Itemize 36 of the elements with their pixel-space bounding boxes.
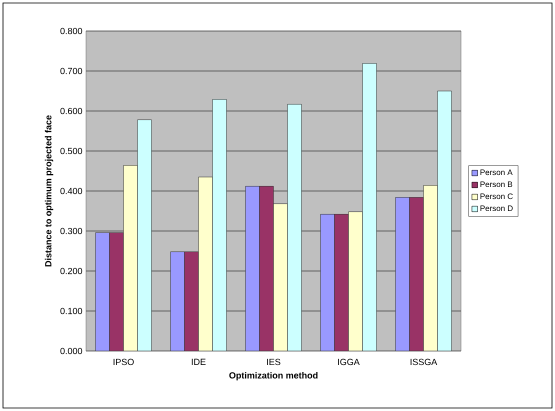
x-tick-label: IGGA (338, 358, 360, 366)
y-tick-label: 0.600 (60, 108, 82, 114)
bar (245, 186, 260, 351)
bar (259, 186, 274, 351)
y-tick-label: 0.800 (60, 28, 82, 34)
bar (334, 214, 349, 351)
y-tick-label: 0.100 (60, 308, 82, 314)
bar (348, 212, 363, 351)
y-tick-label: 0.200 (60, 268, 82, 274)
bar (212, 99, 227, 351)
bar (273, 204, 288, 351)
bar (198, 176, 213, 351)
y-tick-label: 0.500 (60, 148, 82, 154)
bar (362, 63, 377, 351)
bar (287, 104, 302, 351)
bar (170, 252, 185, 351)
bar (409, 197, 424, 351)
bar (395, 197, 410, 351)
x-tick-label: IPSO (114, 358, 134, 366)
bar (437, 90, 452, 351)
bar (423, 185, 438, 351)
x-tick-label: ISSGA (410, 358, 438, 366)
x-axis-title: Optimization method (229, 372, 318, 380)
y-tick-label: 0.400 (60, 188, 82, 194)
y-axis-title: Distance to optimum projected face (44, 115, 54, 266)
x-tick-label: IES (267, 358, 280, 366)
bar (137, 120, 152, 351)
bar (95, 232, 110, 351)
bar (320, 214, 335, 351)
x-tick-label: IDE (192, 358, 206, 365)
bar (184, 252, 199, 351)
bar (123, 165, 138, 351)
y-tick-label: 0.300 (60, 228, 82, 234)
y-tick-label: 0.000 (60, 348, 82, 354)
bar (109, 232, 124, 351)
y-tick-label: 0.700 (60, 68, 82, 74)
